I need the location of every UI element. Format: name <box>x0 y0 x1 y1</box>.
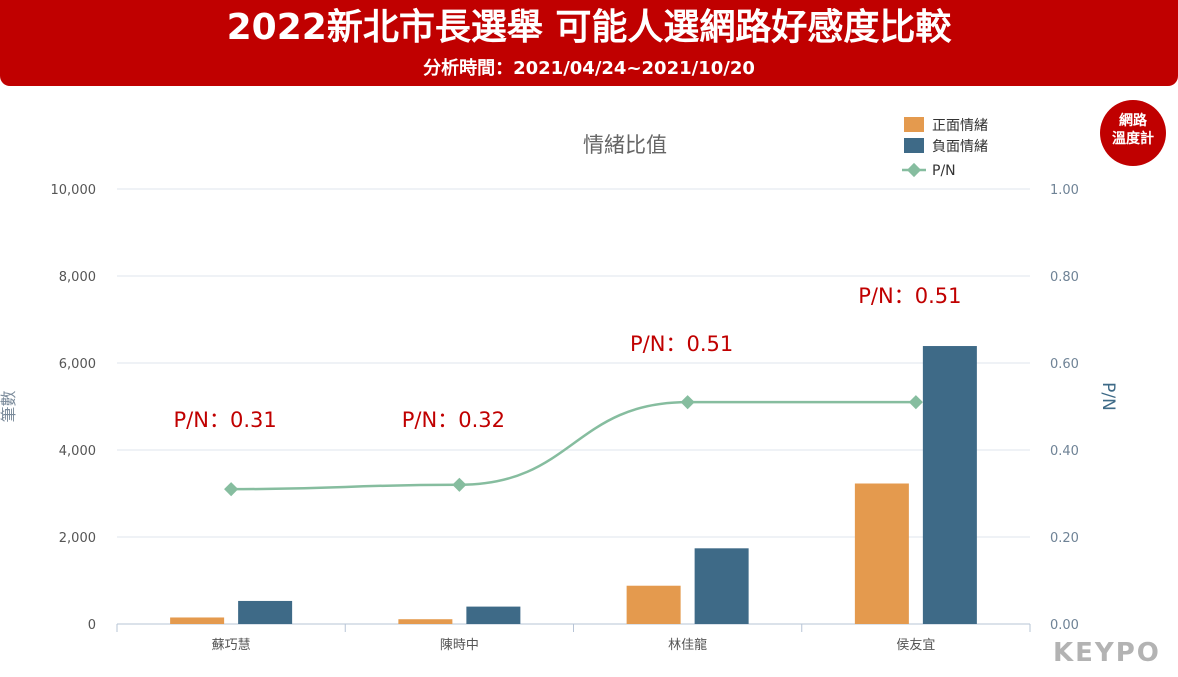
title-banner: 2022新北市長選舉 可能人選網路好感度比較 分析時間：2021/04/24~2… <box>0 0 1178 86</box>
bar-negative <box>694 548 749 624</box>
y-tick-label: 2,000 <box>59 531 96 546</box>
y-tick-label: 6,000 <box>59 357 96 372</box>
y2-tick-label: 0.00 <box>1050 618 1079 633</box>
pn-marker <box>680 395 695 410</box>
bar-negative <box>466 606 521 624</box>
bar-positive <box>398 619 453 624</box>
legend-label: P/N <box>932 163 956 179</box>
y2-tick-label: 0.20 <box>1050 531 1079 546</box>
page-title: 2022新北市長選舉 可能人選網路好感度比較 <box>226 7 952 48</box>
bar-negative <box>238 600 293 624</box>
x-tick-label: 侯友宜 <box>896 637 935 653</box>
pn-line <box>231 400 916 491</box>
y2-tick-label: 0.60 <box>1050 357 1079 372</box>
bar-negative <box>922 346 977 624</box>
y-tick-label: 8,000 <box>59 270 96 285</box>
chart: 0 2,000 4,000 6,000 8,000 10,000 0.00 0.20 0.40 0… <box>0 117 1118 653</box>
x-tick-label: 陳時中 <box>440 638 479 653</box>
bar-positive <box>626 585 681 624</box>
pn-annotation: P/N：0.51 <box>630 332 733 356</box>
y2-tick-label: 0.80 <box>1050 270 1079 285</box>
legend-marker <box>906 162 922 178</box>
legend-label: 負面情緒 <box>932 139 988 155</box>
bar-positive <box>170 617 225 624</box>
y2-tick-label: 0.40 <box>1050 444 1079 459</box>
y-tick-label: 10,000 <box>51 183 97 198</box>
pn-annotation: P/N：0.51 <box>858 284 961 308</box>
pn-marker <box>452 477 467 492</box>
y2-tick-label: 1.00 <box>1050 183 1079 198</box>
analysis-period: 分析時間：2021/04/24~2021/10/20 <box>423 58 755 79</box>
y2-axis-title: P/N <box>1098 382 1118 411</box>
keypo-watermark: KEYPO <box>1053 638 1161 668</box>
legend-swatch <box>904 117 924 132</box>
y-tick-label: 0 <box>88 618 96 633</box>
pn-marker <box>224 482 239 497</box>
bar-positive <box>854 483 909 624</box>
wave-logo-icon: 網路 溫度計 <box>1100 100 1166 166</box>
logo-line-2: 溫度計 <box>1112 131 1154 147</box>
x-tick-label: 蘇巧慧 <box>212 637 251 653</box>
pn-annotation: P/N：0.31 <box>174 408 277 432</box>
x-tick-label: 林佳龍 <box>668 637 707 653</box>
pn-marker <box>908 395 923 410</box>
pn-annotation: P/N：0.32 <box>402 408 505 432</box>
legend-label: 正面情緒 <box>932 118 988 134</box>
logo-line-1: 網路 <box>1119 113 1147 129</box>
y-axis-title: 筆數 <box>0 390 18 422</box>
chart-title: 情緒比值 <box>583 133 667 157</box>
legend-swatch <box>904 138 924 153</box>
y-tick-label: 4,000 <box>59 444 96 459</box>
